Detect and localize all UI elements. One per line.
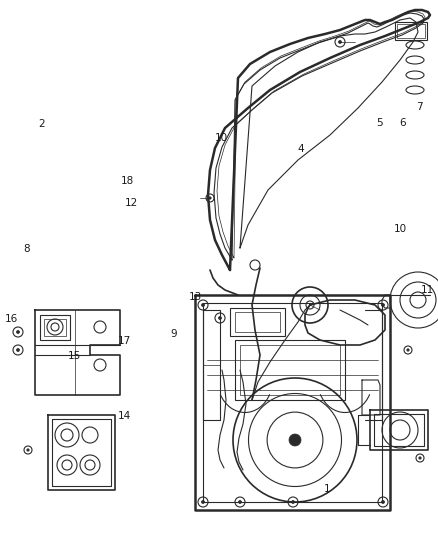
Circle shape — [381, 500, 385, 504]
Bar — [235, 312, 280, 332]
Bar — [235, 340, 345, 400]
Text: 10: 10 — [394, 224, 407, 234]
Bar — [40, 315, 70, 340]
Bar — [397, 24, 425, 38]
Text: 1: 1 — [324, 484, 331, 494]
Circle shape — [17, 330, 20, 334]
Text: 8: 8 — [23, 245, 29, 254]
Circle shape — [219, 317, 222, 319]
Text: 9: 9 — [171, 329, 177, 338]
Text: 11: 11 — [420, 286, 434, 295]
Circle shape — [201, 303, 205, 306]
Text: 13: 13 — [188, 293, 201, 302]
Circle shape — [209, 197, 211, 199]
Circle shape — [339, 41, 342, 44]
Text: 15: 15 — [68, 351, 81, 361]
Text: 4: 4 — [298, 144, 304, 154]
Circle shape — [201, 500, 205, 504]
Circle shape — [419, 457, 421, 459]
Circle shape — [292, 500, 294, 504]
Text: 12: 12 — [125, 198, 138, 207]
Circle shape — [27, 449, 29, 451]
Circle shape — [407, 349, 409, 351]
Bar — [240, 345, 340, 395]
Text: 6: 6 — [399, 118, 406, 127]
Text: 2: 2 — [38, 119, 45, 129]
Text: 18: 18 — [120, 176, 134, 186]
Text: 17: 17 — [118, 336, 131, 346]
Circle shape — [17, 349, 20, 351]
Text: 14: 14 — [117, 411, 131, 421]
Bar — [230, 308, 285, 336]
Circle shape — [239, 500, 241, 504]
Text: 10: 10 — [215, 133, 228, 142]
Circle shape — [289, 434, 301, 446]
Bar — [44, 319, 66, 336]
Text: 7: 7 — [416, 102, 423, 111]
Bar — [395, 22, 427, 40]
Circle shape — [381, 303, 385, 306]
Text: 5: 5 — [376, 118, 382, 127]
Text: 16: 16 — [4, 314, 18, 324]
